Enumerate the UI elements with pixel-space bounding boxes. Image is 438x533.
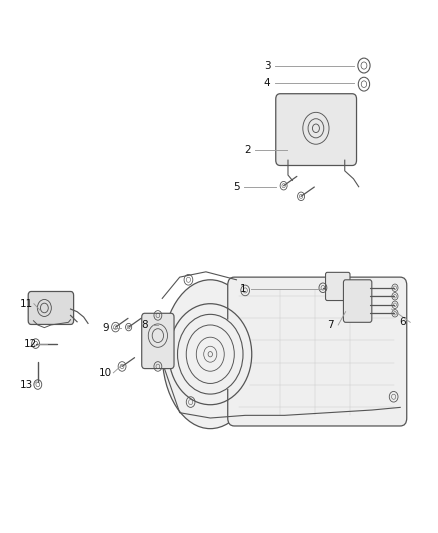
Text: 3: 3 (264, 61, 270, 70)
Text: 10: 10 (99, 368, 112, 378)
Text: 4: 4 (264, 78, 270, 88)
Text: 12: 12 (24, 338, 37, 349)
FancyBboxPatch shape (325, 272, 350, 301)
Text: 8: 8 (141, 320, 148, 330)
Text: 6: 6 (399, 317, 406, 327)
FancyBboxPatch shape (142, 313, 174, 368)
FancyBboxPatch shape (201, 320, 250, 389)
FancyBboxPatch shape (228, 277, 407, 426)
Text: 2: 2 (244, 144, 251, 155)
Text: 1: 1 (240, 284, 246, 294)
Text: 13: 13 (19, 379, 33, 390)
FancyBboxPatch shape (28, 292, 74, 325)
FancyBboxPatch shape (276, 94, 357, 165)
Ellipse shape (162, 280, 258, 429)
Text: 9: 9 (102, 322, 109, 333)
Text: 11: 11 (19, 298, 33, 309)
Text: 7: 7 (327, 320, 334, 330)
Text: 5: 5 (233, 182, 240, 192)
FancyBboxPatch shape (343, 280, 372, 322)
